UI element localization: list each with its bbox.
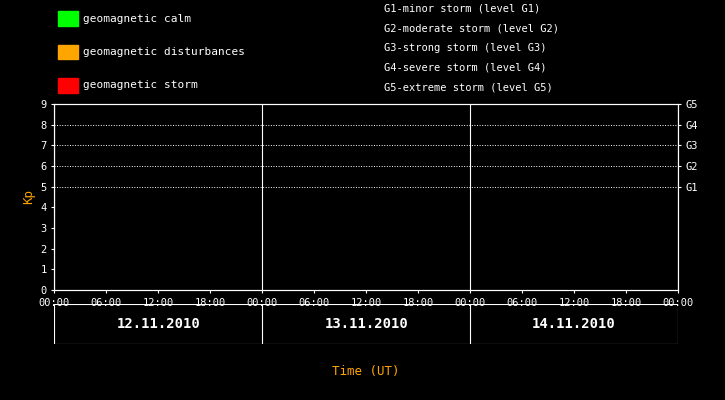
Text: G4-severe storm (level G4): G4-severe storm (level G4) bbox=[384, 63, 547, 73]
Bar bbox=[58, 12, 78, 26]
Text: 13.11.2010: 13.11.2010 bbox=[324, 317, 408, 331]
Text: G5-extreme storm (level G5): G5-extreme storm (level G5) bbox=[384, 82, 553, 92]
Text: 12.11.2010: 12.11.2010 bbox=[117, 317, 200, 331]
Text: geomagnetic disturbances: geomagnetic disturbances bbox=[83, 47, 245, 57]
Text: geomagnetic storm: geomagnetic storm bbox=[83, 80, 198, 90]
Text: G1-minor storm (level G1): G1-minor storm (level G1) bbox=[384, 3, 541, 13]
Bar bbox=[58, 45, 78, 59]
Text: 14.11.2010: 14.11.2010 bbox=[532, 317, 616, 331]
Bar bbox=[58, 78, 78, 92]
Text: Time (UT): Time (UT) bbox=[332, 366, 400, 378]
Text: G2-moderate storm (level G2): G2-moderate storm (level G2) bbox=[384, 23, 559, 33]
Text: geomagnetic calm: geomagnetic calm bbox=[83, 14, 191, 24]
Y-axis label: Kp: Kp bbox=[22, 190, 35, 204]
Text: G3-strong storm (level G3): G3-strong storm (level G3) bbox=[384, 43, 547, 53]
